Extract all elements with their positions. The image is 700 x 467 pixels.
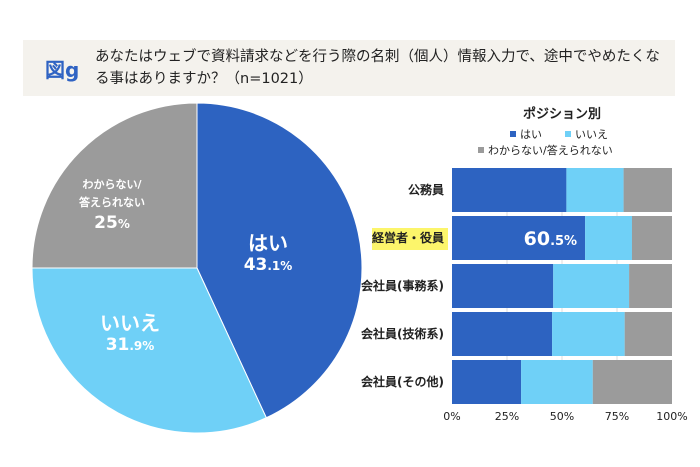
- bar-segment: [521, 360, 593, 404]
- category-label: 会社員(その他): [361, 374, 444, 389]
- legend-swatch: [478, 147, 484, 153]
- category-label: 会社員(技術系): [361, 326, 444, 341]
- legend-label: はい: [520, 128, 542, 141]
- pie-label: はい: [248, 231, 288, 255]
- bar-segment: [452, 360, 522, 404]
- bar-segment: [452, 264, 554, 308]
- pie-value: 31.9%: [106, 335, 155, 355]
- bar-segment: [629, 264, 672, 308]
- bar-segment: [585, 216, 632, 260]
- data-label: 60.5%: [524, 228, 577, 250]
- bar-segment: [631, 216, 672, 260]
- category-label: 会社員(事務系): [361, 278, 444, 293]
- question-text: あなたはウェブで資料請求などを行う際の名刺（個人）情報入力で、途中でやめたくなる…: [95, 49, 660, 87]
- pie-label: 答えられない: [79, 195, 145, 209]
- bar-segment: [624, 312, 672, 356]
- x-tick-label: 100%: [656, 410, 687, 423]
- category-label: 経営者・役員: [372, 230, 444, 245]
- x-tick-label: 75%: [605, 410, 629, 423]
- bar-segment: [623, 168, 672, 212]
- legend-label: わからない/答えられない: [488, 143, 613, 157]
- bar-segment: [566, 168, 624, 212]
- pie-slice: [31, 102, 198, 269]
- bar-segment: [592, 360, 672, 404]
- pie-value: 25%: [94, 213, 130, 233]
- pie-label: わからない/: [82, 178, 142, 191]
- category-label: 公務員: [408, 182, 444, 197]
- pie-value: 43.1%: [244, 255, 293, 275]
- question-header: 図g あなたはウェブで資料請求などを行う際の名刺（個人）情報入力で、途中でやめた…: [23, 40, 675, 96]
- bar-title: ポジション別: [523, 106, 601, 122]
- bar-segment: [553, 264, 630, 308]
- pie-label: いいえ: [100, 311, 160, 335]
- highlight-box: [372, 228, 448, 250]
- x-tick-label: 0%: [443, 410, 460, 423]
- bar-segment: [452, 312, 553, 356]
- bar-segment: [552, 312, 625, 356]
- figure-label: 図g: [45, 58, 80, 82]
- bar-segment: [452, 168, 567, 212]
- legend-swatch: [510, 131, 516, 137]
- x-tick-label: 50%: [550, 410, 574, 423]
- x-tick-label: 25%: [495, 410, 519, 423]
- pie-slice: [196, 102, 363, 419]
- pie-slice: [31, 267, 267, 434]
- legend-label: いいえ: [575, 128, 608, 141]
- bar-segment: [452, 216, 586, 260]
- legend-swatch: [565, 131, 571, 137]
